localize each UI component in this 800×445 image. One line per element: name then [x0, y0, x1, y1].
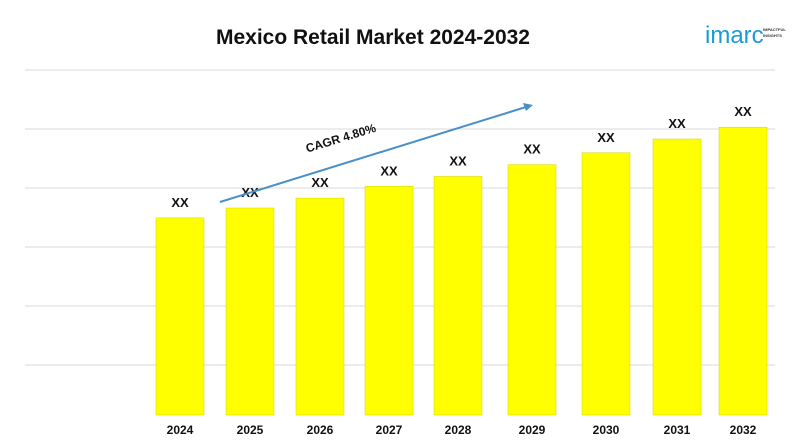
data-label-2030: XX: [597, 130, 615, 145]
bar-2024: [155, 217, 205, 416]
bar-2029: [507, 164, 557, 416]
cagr-annotation: CAGR 4.80%: [304, 121, 378, 156]
bar-2030: [581, 152, 631, 416]
chart-title: Mexico Retail Market 2024-2032: [216, 26, 530, 49]
x-tick-2026: 2026: [307, 423, 334, 437]
svg-text:IMPACTFUL: IMPACTFUL: [763, 27, 786, 32]
data-label-2032: XX: [734, 104, 752, 119]
bar-2026: [295, 197, 345, 416]
bar-2027: [364, 186, 414, 416]
bars: [155, 126, 768, 416]
x-tick-2031: 2031: [664, 423, 691, 437]
data-label-2024: XX: [171, 195, 189, 210]
svg-text:INSIGHTS: INSIGHTS: [763, 33, 782, 38]
x-tick-2028: 2028: [445, 423, 472, 437]
x-tick-2030: 2030: [593, 423, 620, 437]
x-tick-2024: 2024: [167, 423, 194, 437]
bar-2031: [652, 138, 702, 416]
data-label-2028: XX: [449, 153, 467, 168]
data-label-2027: XX: [380, 163, 398, 178]
svg-text:imarc: imarc: [705, 22, 764, 49]
cagr-arrow: [219, 103, 533, 203]
imarc-logo: imarc IMPACTFUL INSIGHTS: [705, 22, 786, 49]
bar-labels: XXXXXXXXXXXXXXXXXX: [171, 104, 752, 210]
data-label-2029: XX: [523, 142, 541, 157]
data-label-2026: XX: [311, 175, 329, 190]
x-axis-ticks: 2024 2025 2026 2027 2028 2029 2030 2031 2032: [167, 423, 757, 437]
x-tick-2025: 2025: [237, 423, 264, 437]
x-tick-2032: 2032: [730, 423, 757, 437]
x-tick-2029: 2029: [519, 423, 546, 437]
data-label-2031: XX: [668, 116, 686, 131]
x-tick-2027: 2027: [376, 423, 403, 437]
bar-2032: [718, 126, 768, 416]
bar-2025: [225, 207, 275, 416]
bar-2028: [433, 176, 483, 416]
